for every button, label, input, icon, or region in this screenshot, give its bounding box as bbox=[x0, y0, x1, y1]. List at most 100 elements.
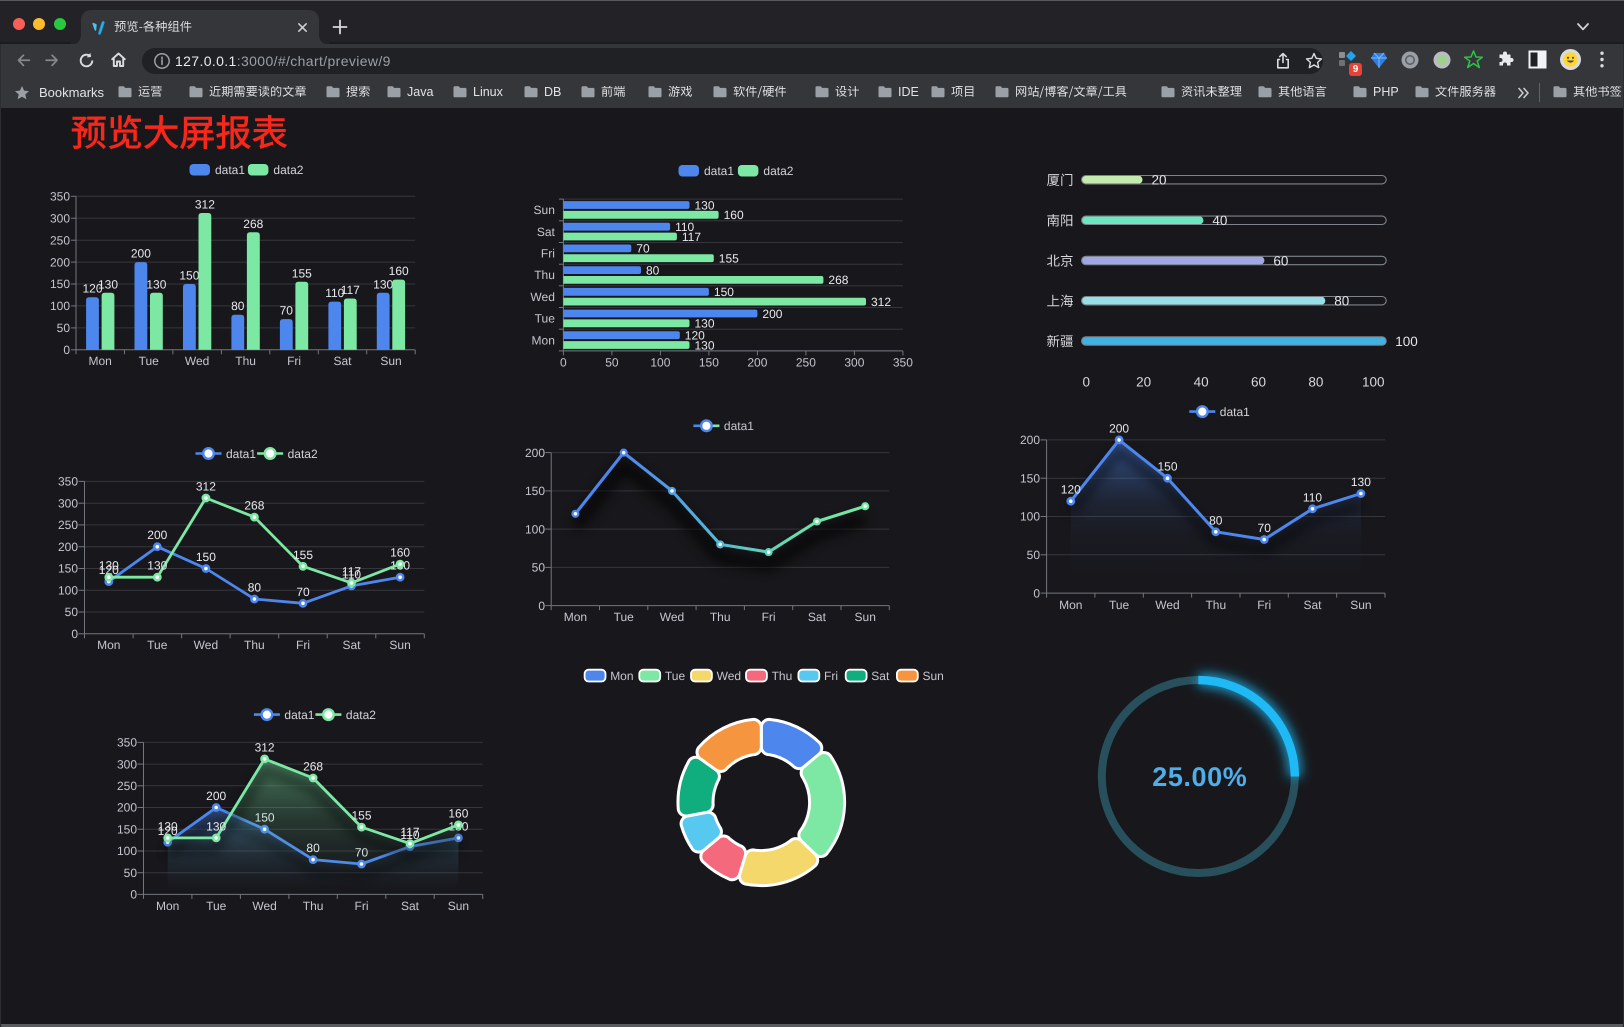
svg-text:50: 50 bbox=[124, 866, 138, 880]
svg-text:130: 130 bbox=[206, 819, 226, 833]
svg-text:70: 70 bbox=[296, 585, 310, 599]
svg-text:80: 80 bbox=[1334, 294, 1349, 309]
svg-text:120: 120 bbox=[82, 282, 102, 296]
svg-text:160: 160 bbox=[448, 806, 468, 820]
svg-text:200: 200 bbox=[117, 801, 137, 815]
svg-text:150: 150 bbox=[699, 356, 719, 370]
svg-text:80: 80 bbox=[646, 263, 660, 277]
svg-text:50: 50 bbox=[65, 605, 79, 619]
svg-text:200: 200 bbox=[1109, 421, 1129, 435]
svg-text:Sat: Sat bbox=[808, 610, 827, 624]
svg-text:268: 268 bbox=[243, 217, 263, 231]
svg-text:Mon: Mon bbox=[564, 610, 587, 624]
svg-text:110: 110 bbox=[1303, 490, 1322, 504]
svg-text:200: 200 bbox=[525, 446, 545, 460]
svg-text:200: 200 bbox=[147, 528, 167, 542]
svg-text:312: 312 bbox=[871, 295, 891, 309]
svg-text:0: 0 bbox=[130, 888, 137, 902]
svg-text:Fri: Fri bbox=[762, 610, 776, 624]
svg-text:130: 130 bbox=[695, 317, 715, 331]
svg-text:Wed: Wed bbox=[194, 638, 218, 652]
svg-text:200: 200 bbox=[747, 356, 767, 370]
svg-text:Tue: Tue bbox=[139, 354, 160, 368]
svg-text:100: 100 bbox=[650, 356, 670, 370]
svg-text:50: 50 bbox=[1027, 548, 1041, 562]
svg-text:Sun: Sun bbox=[448, 899, 469, 913]
svg-text:155: 155 bbox=[719, 252, 739, 266]
svg-text:130: 130 bbox=[695, 338, 715, 352]
svg-text:312: 312 bbox=[196, 480, 216, 494]
svg-text:data2: data2 bbox=[288, 447, 318, 461]
svg-text:200: 200 bbox=[206, 789, 226, 803]
svg-text:117: 117 bbox=[342, 564, 361, 578]
svg-text:Thu: Thu bbox=[534, 268, 555, 282]
svg-text:Sun: Sun bbox=[1350, 598, 1371, 612]
svg-text:Tue: Tue bbox=[147, 638, 168, 652]
svg-text:130: 130 bbox=[1351, 475, 1371, 489]
svg-text:data2: data2 bbox=[763, 164, 793, 178]
svg-text:80: 80 bbox=[248, 581, 262, 595]
svg-text:350: 350 bbox=[117, 736, 137, 750]
svg-text:120: 120 bbox=[685, 329, 705, 343]
svg-text:200: 200 bbox=[50, 255, 70, 269]
svg-text:117: 117 bbox=[682, 230, 701, 244]
svg-text:Sat: Sat bbox=[871, 669, 890, 683]
svg-text:60: 60 bbox=[1273, 253, 1288, 268]
svg-text:130: 130 bbox=[99, 559, 119, 573]
svg-text:200: 200 bbox=[762, 307, 782, 321]
svg-text:0: 0 bbox=[538, 599, 545, 613]
svg-text:130: 130 bbox=[146, 277, 166, 291]
svg-text:Sun: Sun bbox=[923, 669, 944, 683]
svg-text:Sun: Sun bbox=[855, 610, 876, 624]
svg-text:Thu: Thu bbox=[244, 638, 265, 652]
svg-text:130: 130 bbox=[373, 277, 393, 291]
svg-text:312: 312 bbox=[255, 740, 275, 754]
svg-text:150: 150 bbox=[117, 822, 137, 836]
svg-text:0: 0 bbox=[71, 627, 78, 641]
svg-text:100: 100 bbox=[117, 844, 137, 858]
svg-text:200: 200 bbox=[1020, 433, 1040, 447]
svg-text:Sat: Sat bbox=[537, 225, 556, 239]
svg-text:60: 60 bbox=[1251, 375, 1266, 390]
svg-text:300: 300 bbox=[50, 211, 70, 225]
svg-text:Sun: Sun bbox=[389, 638, 410, 652]
svg-text:0: 0 bbox=[1083, 375, 1091, 390]
svg-text:data1: data1 bbox=[1220, 405, 1250, 419]
svg-text:40: 40 bbox=[1212, 213, 1227, 228]
svg-text:300: 300 bbox=[117, 757, 137, 771]
svg-text:130: 130 bbox=[147, 559, 167, 573]
svg-text:120: 120 bbox=[1061, 483, 1081, 497]
svg-text:150: 150 bbox=[1020, 471, 1040, 485]
svg-text:250: 250 bbox=[796, 356, 816, 370]
svg-text:Mon: Mon bbox=[1059, 598, 1082, 612]
svg-text:Fri: Fri bbox=[541, 247, 555, 261]
svg-text:40: 40 bbox=[1194, 375, 1209, 390]
svg-text:Wed: Wed bbox=[185, 354, 209, 368]
svg-text:Fri: Fri bbox=[287, 354, 301, 368]
svg-text:50: 50 bbox=[605, 356, 619, 370]
svg-text:130: 130 bbox=[158, 819, 178, 833]
svg-text:300: 300 bbox=[844, 356, 864, 370]
svg-text:Sat: Sat bbox=[1303, 598, 1322, 612]
svg-text:Mon: Mon bbox=[156, 899, 179, 913]
svg-text:155: 155 bbox=[293, 548, 313, 562]
svg-text:250: 250 bbox=[50, 233, 70, 247]
svg-text:20: 20 bbox=[1152, 173, 1167, 188]
svg-text:Sat: Sat bbox=[333, 354, 352, 368]
svg-text:data2: data2 bbox=[273, 163, 303, 177]
svg-text:268: 268 bbox=[303, 760, 323, 774]
svg-text:Sun: Sun bbox=[534, 203, 555, 217]
svg-text:150: 150 bbox=[714, 285, 734, 299]
svg-text:0: 0 bbox=[1033, 586, 1040, 600]
svg-text:data1: data1 bbox=[724, 419, 754, 433]
svg-text:110: 110 bbox=[400, 828, 419, 842]
svg-text:160: 160 bbox=[389, 264, 409, 278]
svg-text:100: 100 bbox=[1020, 510, 1040, 524]
svg-text:350: 350 bbox=[893, 356, 913, 370]
svg-text:Fri: Fri bbox=[1257, 598, 1271, 612]
svg-text:100: 100 bbox=[525, 522, 545, 536]
svg-text:Sat: Sat bbox=[342, 638, 361, 652]
svg-text:Wed: Wed bbox=[1155, 598, 1179, 612]
svg-text:data1: data1 bbox=[704, 164, 734, 178]
svg-text:Wed: Wed bbox=[717, 669, 741, 683]
